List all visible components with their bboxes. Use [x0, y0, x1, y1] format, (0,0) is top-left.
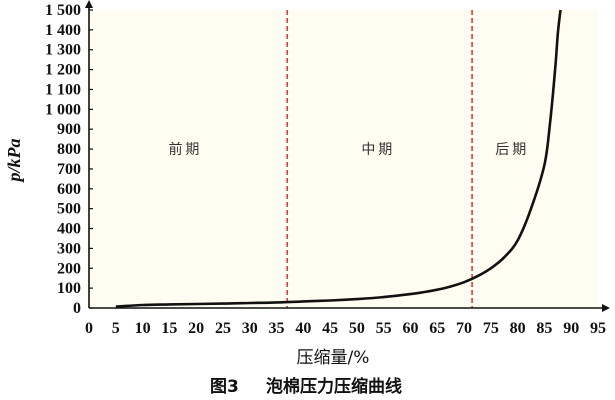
- y-tick-label: 800: [57, 141, 81, 158]
- stage-label-3: 后期: [495, 142, 529, 158]
- y-tick-label: 200: [57, 260, 81, 277]
- plot-area: [89, 10, 598, 308]
- x-tick-label: 60: [402, 320, 418, 337]
- x-tick-label: 25: [215, 320, 231, 337]
- x-tick-label: 45: [322, 320, 338, 337]
- x-tick-label: 10: [135, 320, 151, 337]
- y-tick-label: 1 400: [45, 22, 81, 39]
- y-axis-label: p/kPa: [4, 139, 24, 184]
- stage-label-1: 前期: [168, 141, 202, 158]
- x-tick-label: 70: [456, 320, 472, 337]
- figure-number: 图3: [210, 377, 239, 397]
- x-tick-label: 30: [242, 320, 258, 337]
- y-tick-label: 1 500: [45, 2, 81, 19]
- x-tick-label: 85: [536, 320, 552, 337]
- y-tick-label: 1 000: [45, 101, 81, 118]
- x-tick-label: 40: [295, 320, 311, 337]
- x-tick-label: 80: [510, 320, 526, 337]
- y-tick-label: 600: [57, 181, 81, 198]
- y-tick-label: 700: [57, 161, 81, 178]
- x-tick-label: 20: [188, 320, 204, 337]
- x-tick-label: 15: [161, 320, 177, 337]
- y-tick-label: 1 300: [45, 42, 81, 59]
- x-tick-label: 55: [376, 320, 392, 337]
- stage-labels: 前期 中期 后期: [168, 141, 529, 158]
- x-tick-label: 90: [563, 320, 579, 337]
- x-axis-arrow: [602, 304, 610, 312]
- x-tick-label: 5: [112, 320, 120, 337]
- x-tick-labels: 0 5 10 15 20 25 30 35 40 45 50 55 60 65 70 75 80 85 90 95: [85, 320, 606, 337]
- y-tick-label: 900: [57, 121, 81, 138]
- y-tick-label: 100: [57, 280, 81, 297]
- stage-label-2: 中期: [361, 142, 395, 158]
- x-tick-label: 75: [483, 320, 499, 337]
- x-tick-label: 65: [429, 320, 445, 337]
- x-tick-label: 95: [590, 320, 606, 337]
- axes: [85, 0, 610, 312]
- x-tick-label: 35: [269, 320, 285, 337]
- y-tick-label: 500: [57, 201, 81, 218]
- y-tick-label: 400: [57, 221, 81, 238]
- y-tick-label: 1 100: [45, 81, 81, 98]
- x-tick-label: 0: [85, 320, 93, 337]
- figure-caption: 图3 泡棉压力压缩曲线: [210, 376, 402, 397]
- x-axis-label: 压缩量/%: [297, 348, 370, 368]
- y-tick-label: 0: [73, 300, 81, 317]
- pressure-curve: [115, 9, 562, 308]
- y-tick-label: 1 200: [45, 62, 81, 79]
- figure-title: 泡棉压力压缩曲线: [266, 376, 402, 397]
- y-axis-arrow: [85, 0, 93, 8]
- x-tick-label: 50: [349, 320, 365, 337]
- y-tick-label: 300: [57, 240, 81, 257]
- stage-dividers: [286, 10, 473, 308]
- y-tick-labels: 0 100 200 300 400 500 600 700 800 900 1 000 1 100 1 …: [45, 2, 93, 317]
